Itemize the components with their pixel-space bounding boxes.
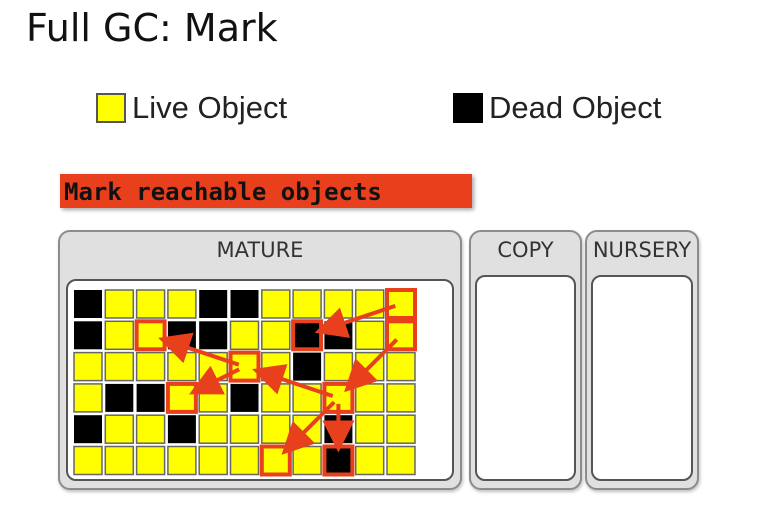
live-object [104, 445, 135, 476]
copy-space [475, 275, 576, 481]
mark-phase-banner: Mark reachable objects [60, 174, 472, 208]
marked-live-object [134, 319, 167, 352]
live-object [354, 414, 385, 444]
dead-object [74, 415, 102, 444]
reference-arrow [158, 332, 240, 367]
dead-object [199, 290, 228, 318]
reference-arrow [252, 364, 334, 398]
marked-live-object [165, 381, 198, 414]
mature-label: MATURE [216, 238, 304, 262]
live-object [73, 351, 103, 382]
live-object [104, 320, 135, 351]
live-object [386, 383, 416, 413]
copy-region: COPY [469, 230, 582, 490]
marked-live-object [291, 319, 324, 352]
dead-object [293, 352, 322, 381]
live-object [135, 289, 166, 319]
copy-label: COPY [497, 238, 554, 262]
live-object [354, 320, 385, 351]
reference-arrow [189, 365, 241, 395]
live-object [167, 445, 197, 476]
live-object [261, 383, 291, 413]
legend-live: Live Object [96, 90, 287, 126]
live-object [229, 320, 260, 351]
live-object [198, 414, 228, 444]
live-object [292, 289, 322, 319]
live-object [135, 445, 166, 476]
nursery-region: NURSERY [585, 230, 699, 490]
dead-object [230, 383, 259, 412]
marked-live-object [385, 288, 417, 320]
live-object [104, 289, 135, 319]
live-object [386, 414, 416, 444]
live-object [261, 414, 291, 444]
reference-arrow [314, 304, 396, 338]
live-object [104, 351, 135, 382]
live-object [323, 351, 354, 382]
live-object [135, 351, 166, 382]
live-object [167, 289, 197, 319]
live-object [104, 414, 135, 444]
live-object [386, 351, 416, 382]
dead-object [230, 290, 259, 318]
live-object [135, 414, 166, 444]
live-object [261, 289, 291, 319]
dead-object [136, 383, 165, 412]
live-object [292, 445, 322, 476]
nursery-label: NURSERY [592, 238, 692, 262]
legend-dead: Dead Object [453, 90, 661, 126]
live-object [354, 445, 385, 476]
slide-title: Full GC: Mark [26, 6, 278, 50]
reference-arrow [281, 400, 336, 455]
live-object [354, 383, 385, 413]
live-object [386, 445, 416, 476]
live-object-swatch [96, 93, 126, 123]
live-object [229, 445, 260, 476]
live-object [323, 289, 354, 319]
dead-object-swatch [453, 93, 483, 123]
live-object [73, 383, 103, 413]
live-object [229, 414, 260, 444]
live-object [261, 320, 291, 351]
legend-dead-label: Dead Object [489, 90, 662, 125]
dead-object [199, 321, 228, 350]
marked-live-object [228, 350, 261, 383]
marked-live-object [259, 444, 292, 477]
live-object [73, 445, 103, 476]
live-object [167, 351, 197, 382]
dead-object [167, 415, 196, 444]
reference-arrow [344, 338, 399, 393]
live-object [198, 445, 228, 476]
dead-object [74, 321, 102, 350]
dead-object [105, 383, 134, 412]
dead-object [74, 290, 102, 318]
legend-live-label: Live Object [132, 90, 288, 125]
nursery-space [591, 275, 693, 481]
marked-live-object [322, 444, 355, 477]
